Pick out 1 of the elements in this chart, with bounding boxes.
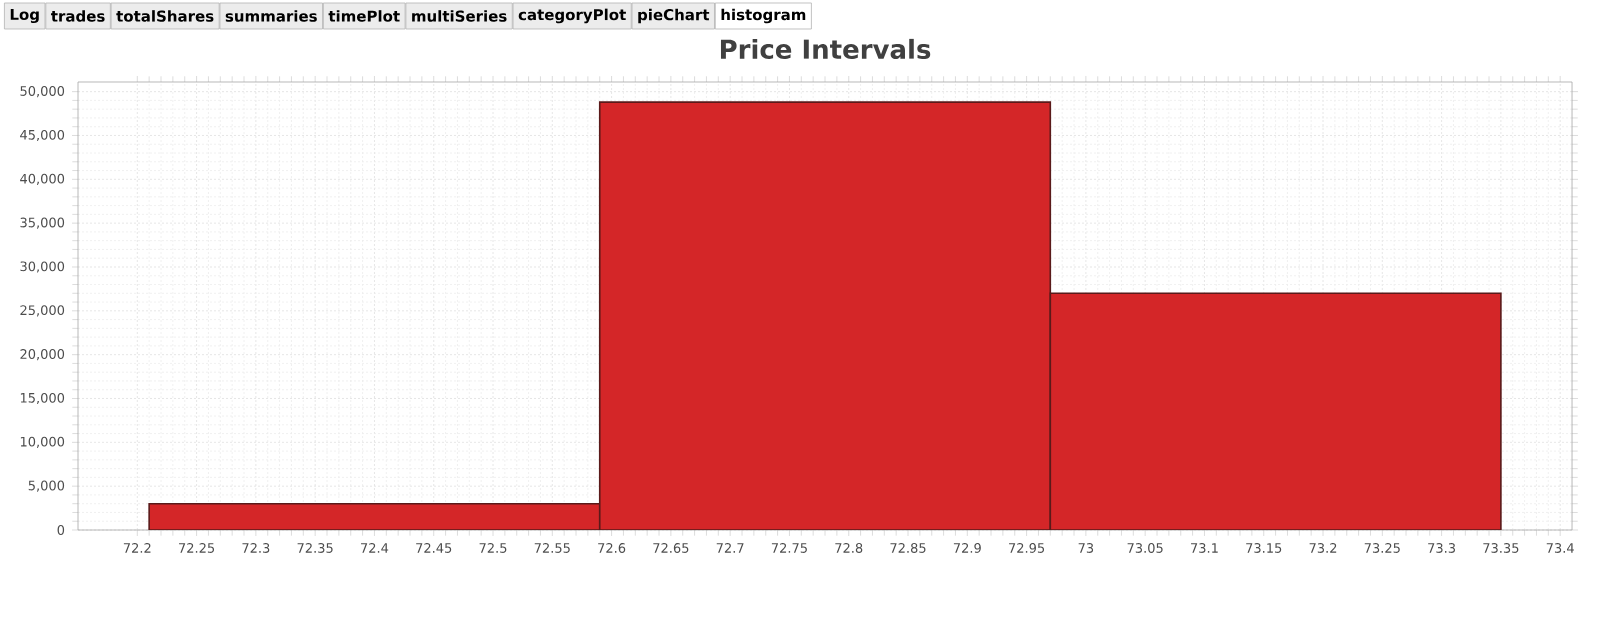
chart-title: Price Intervals <box>720 38 931 59</box>
